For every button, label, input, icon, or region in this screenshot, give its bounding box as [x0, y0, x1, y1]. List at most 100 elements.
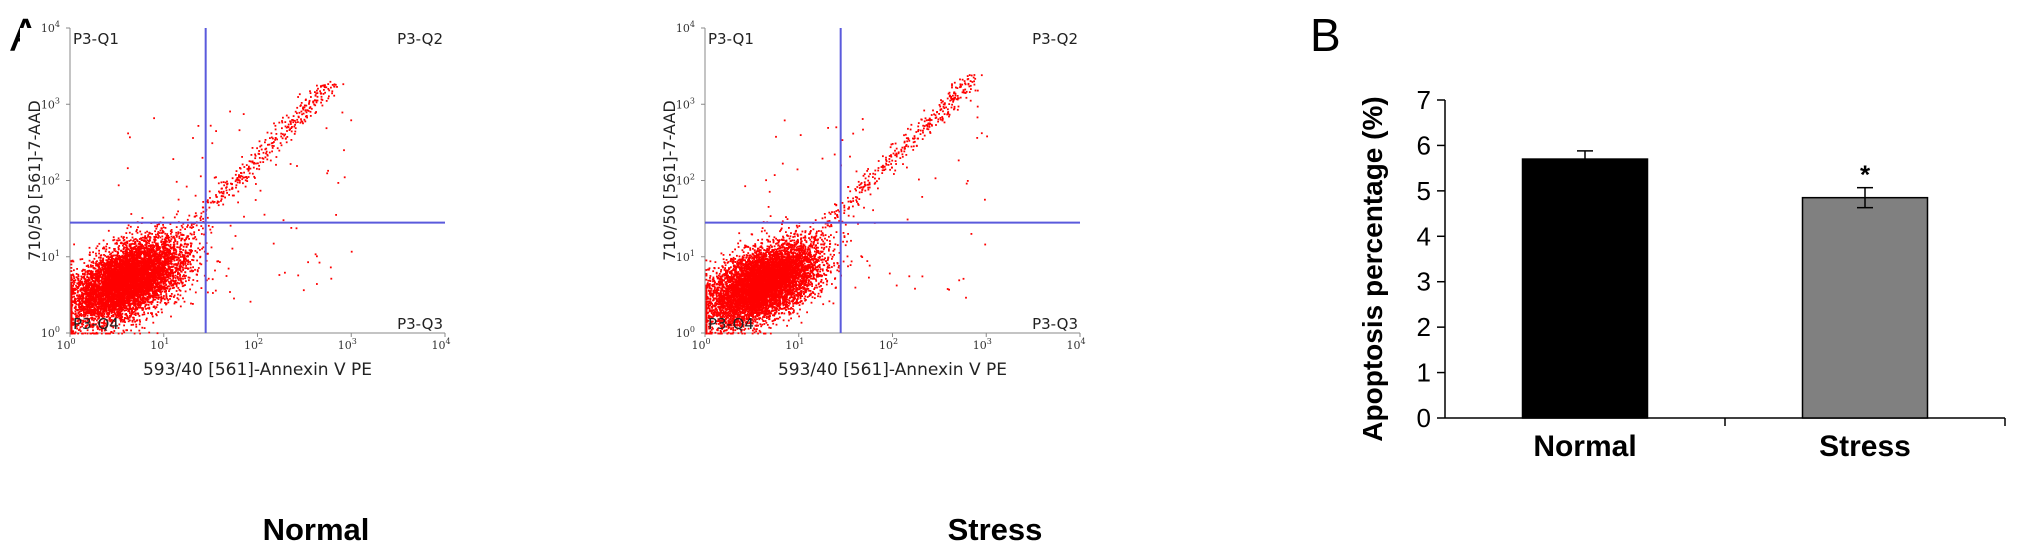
- data-point: [182, 263, 185, 266]
- data-point: [183, 300, 186, 303]
- data-point: [78, 297, 81, 300]
- data-point: [131, 319, 134, 322]
- data-point: [74, 312, 77, 315]
- data-point: [207, 291, 209, 294]
- data-point: [107, 266, 109, 269]
- data-point: [104, 276, 106, 279]
- data-point: [100, 318, 103, 321]
- data-point: [130, 307, 132, 310]
- data-point: [119, 319, 122, 321]
- data-point: [114, 317, 117, 319]
- data-point: [146, 255, 148, 257]
- data-point: [177, 231, 180, 234]
- data-point: [88, 269, 91, 272]
- data-point: [161, 235, 164, 238]
- data-point: [216, 260, 219, 263]
- data-point: [103, 324, 106, 327]
- data-point: [98, 272, 101, 275]
- data-point: [93, 273, 95, 275]
- data-point: [149, 239, 151, 242]
- data-point: [130, 302, 133, 305]
- data-point: [109, 305, 112, 308]
- data-point: [167, 273, 170, 276]
- data-point: [153, 252, 155, 254]
- data-point: [116, 258, 119, 261]
- data-point: [155, 313, 157, 316]
- data-point: [113, 320, 116, 322]
- data-point: [158, 266, 161, 268]
- data-point: [74, 326, 77, 329]
- data-point: [131, 297, 134, 300]
- data-point: [127, 316, 129, 319]
- data-point: [123, 309, 126, 312]
- data-point: [128, 245, 131, 248]
- data-point: [88, 312, 91, 314]
- data-point: [91, 297, 94, 299]
- data-point: [156, 252, 158, 255]
- data-point: [172, 271, 175, 274]
- data-point: [115, 262, 118, 264]
- data-point: [184, 290, 187, 293]
- data-point: [98, 314, 100, 316]
- data-point: [126, 290, 128, 293]
- data-point: [80, 310, 83, 312]
- data-point: [113, 263, 116, 266]
- data-point: [92, 251, 94, 254]
- data-point: [73, 301, 76, 304]
- data-point: [122, 237, 125, 240]
- data-point: [102, 247, 104, 250]
- data-point: [160, 297, 163, 300]
- data-point: [101, 330, 103, 332]
- data-point: [112, 236, 115, 239]
- data-point: [134, 242, 136, 244]
- data-point: [126, 240, 128, 243]
- data-point: [170, 270, 173, 272]
- data-point: [169, 275, 172, 277]
- data-point: [170, 253, 172, 255]
- data-point: [189, 232, 192, 235]
- data-point: [127, 318, 130, 320]
- data-point: [147, 264, 149, 267]
- data-point: [150, 259, 153, 262]
- data-point: [121, 332, 123, 335]
- data-point: [109, 302, 112, 305]
- data-point: [188, 249, 191, 252]
- data-point: [81, 292, 84, 295]
- data-point: [167, 239, 170, 241]
- data-point: [105, 309, 108, 312]
- data-point: [159, 236, 162, 239]
- data-point: [85, 293, 87, 296]
- data-point: [70, 327, 73, 329]
- data-point: [197, 247, 200, 250]
- data-point: [86, 314, 89, 317]
- data-point: [127, 290, 129, 293]
- data-point: [101, 313, 104, 316]
- data-point: [183, 260, 185, 262]
- data-point: [72, 321, 74, 324]
- data-point: [152, 253, 154, 255]
- data-point: [141, 243, 143, 246]
- data-point: [85, 312, 87, 315]
- data-point: [85, 310, 88, 313]
- data-point: [126, 261, 129, 263]
- data-point: [144, 271, 146, 274]
- data-point: [111, 320, 114, 323]
- data-point: [119, 305, 122, 308]
- data-point: [147, 286, 150, 289]
- data-point: [83, 273, 86, 275]
- data-point: [158, 284, 161, 287]
- data-point: [137, 297, 139, 300]
- data-point: [73, 269, 75, 272]
- data-point: [78, 294, 81, 296]
- data-point: [147, 253, 150, 255]
- data-point: [137, 256, 139, 259]
- data-point: [135, 284, 138, 286]
- data-point: [166, 285, 169, 288]
- data-point: [83, 311, 86, 314]
- data-point: [140, 262, 143, 265]
- data-point: [170, 284, 173, 287]
- data-point: [129, 225, 132, 228]
- data-point: [79, 314, 82, 317]
- data-point: [157, 258, 160, 261]
- data-point: [163, 245, 166, 248]
